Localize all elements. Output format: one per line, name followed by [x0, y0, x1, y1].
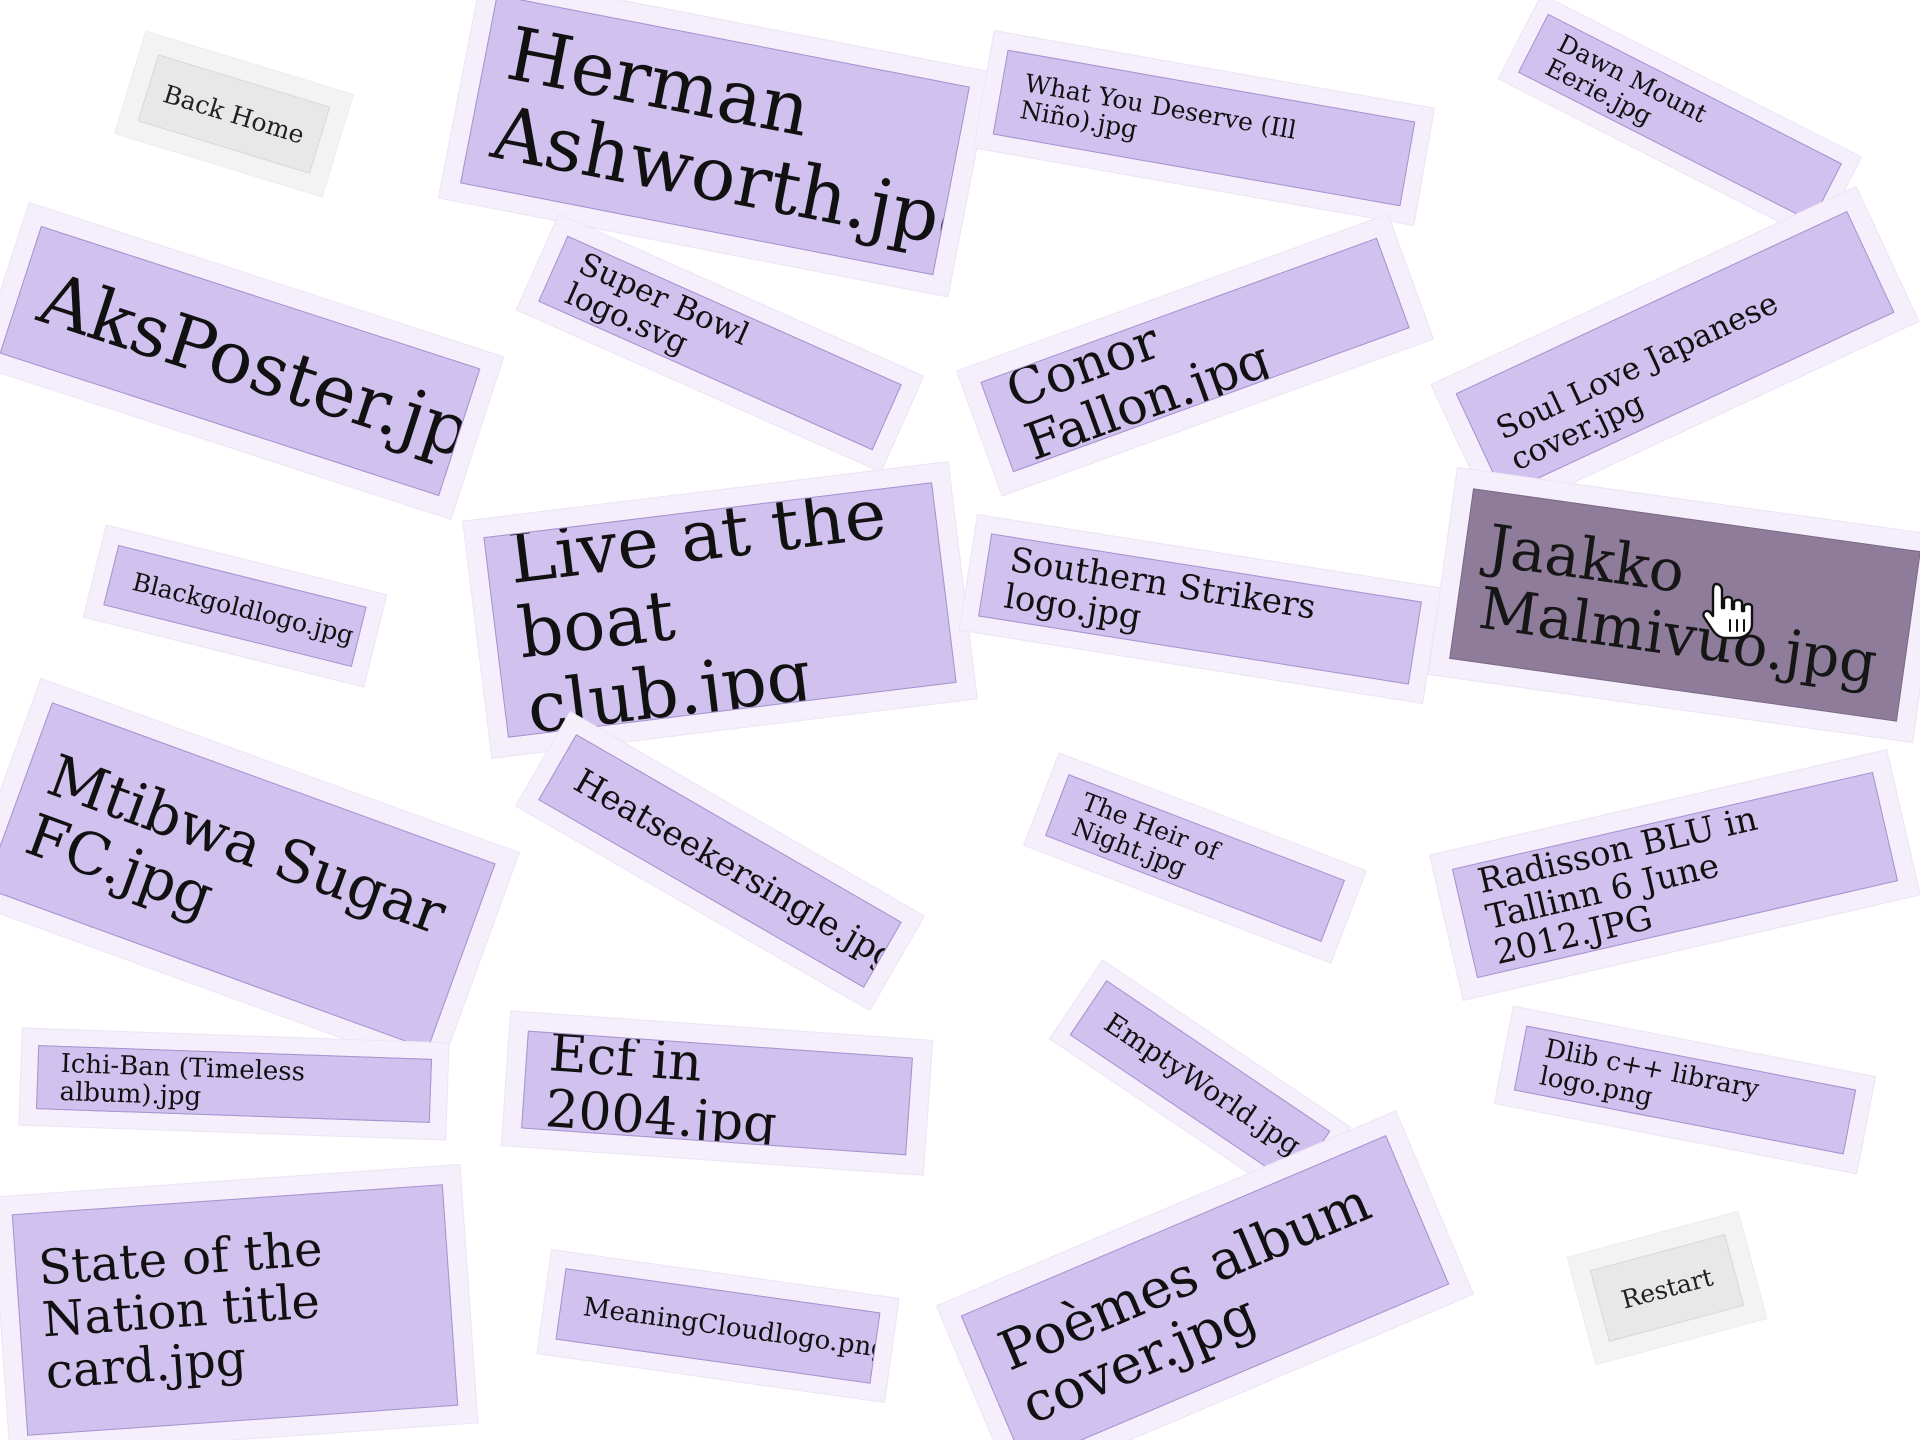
card-label: The Heir of Night.jpg	[1045, 774, 1345, 942]
card-label: Radisson BLU in Tallinn 6 June 2012.JPG	[1451, 771, 1899, 979]
card-meaningcloudlogo[interactable]: MeaningCloudlogo.png	[536, 1249, 900, 1403]
card-ichi-ban[interactable]: Ichi-Ban (Timeless album).jpg	[18, 1027, 450, 1141]
card-aksposter[interactable]: AksPoster.jpg	[0, 201, 505, 521]
card-herman-ashworth[interactable]: Herman Ashworth.jpg	[437, 0, 993, 298]
card-label: Ichi-Ban (Timeless album).jpg	[36, 1045, 432, 1123]
restart-button[interactable]: Restart	[1566, 1210, 1768, 1366]
card-label: State of the Nation title card.jpg	[11, 1184, 459, 1436]
card-label: Dlib c++ library logo.png	[1513, 1025, 1857, 1155]
card-dlib-library-logo[interactable]: Dlib c++ library logo.png	[1493, 1005, 1877, 1175]
card-label: Jaakko Malmivuo.jpg	[1449, 488, 1920, 722]
card-label: AksPoster.jpg	[0, 225, 481, 497]
card-label: Blackgoldlogo.jpg	[103, 544, 367, 668]
card-live-at-the-boat-club[interactable]: Live at the boat club.jpg	[462, 461, 978, 759]
card-conor-fallon[interactable]: Conor Fallon.jpg	[955, 213, 1435, 497]
card-label: MeaningCloudlogo.png	[555, 1268, 881, 1384]
card-soul-love-japanese[interactable]: Soul Love Japanese cover.jpg	[1430, 185, 1920, 521]
card-ecf-in-2004[interactable]: Ecf in 2004.jpg	[500, 1010, 934, 1176]
card-blackgoldlogo[interactable]: Blackgoldlogo.jpg	[82, 524, 388, 688]
card-label: Poèmes album cover.jpg	[960, 1135, 1450, 1440]
card-label: Southern Strikers logo.jpg	[978, 533, 1422, 685]
card-dawn-mount-eerie[interactable]: Dawn Mount Eerie.jpg	[1497, 0, 1863, 243]
card-heatseekersingle[interactable]: Heatseekersingle.jpg	[514, 710, 926, 1012]
card-southern-strikers-logo[interactable]: Southern Strikers logo.jpg	[958, 513, 1442, 705]
card-label: Mtibwa Sugar FC.jpg	[0, 702, 496, 1050]
card-label: What You Deserve (Ill Niño).jpg	[992, 49, 1416, 207]
card-the-heir-of-night[interactable]: The Heir of Night.jpg	[1023, 752, 1367, 964]
restart-button-label: Restart	[1589, 1234, 1745, 1342]
back-home-button-label: Back Home	[137, 54, 331, 174]
card-state-of-the-nation[interactable]: State of the Nation title card.jpg	[0, 1163, 479, 1440]
card-label: Herman Ashworth.jpg	[460, 0, 970, 276]
card-poemes-album-cover[interactable]: Poèmes album cover.jpg	[935, 1110, 1475, 1440]
card-label: Soul Love Japanese cover.jpg	[1455, 210, 1895, 496]
card-what-you-deserve[interactable]: What You Deserve (Ill Niño).jpg	[972, 30, 1436, 226]
back-home-button[interactable]: Back Home	[113, 30, 355, 198]
card-label: Heatseekersingle.jpg	[538, 734, 902, 988]
card-mtibwa-sugar-fc[interactable]: Mtibwa Sugar FC.jpg	[0, 677, 520, 1075]
card-jaakko-malmivuo[interactable]: Jaakko Malmivuo.jpg	[1427, 466, 1920, 744]
card-label: Ecf in 2004.jpg	[521, 1030, 913, 1156]
card-label: Conor Fallon.jpg	[980, 237, 1410, 473]
card-label: Live at the boat club.jpg	[483, 482, 957, 738]
card-label: Dawn Mount Eerie.jpg	[1518, 13, 1842, 223]
card-radisson-blu-tallinn[interactable]: Radisson BLU in Tallinn 6 June 2012.JPG	[1429, 749, 1920, 1001]
